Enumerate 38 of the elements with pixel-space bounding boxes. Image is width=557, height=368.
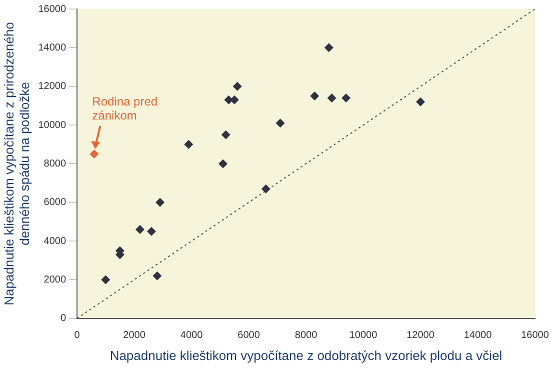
x-tick-label: 16000 <box>521 330 550 342</box>
point <box>310 92 320 101</box>
y-tick-label: 6000 <box>44 197 66 208</box>
x-tick-label: 8000 <box>294 330 318 342</box>
annotation: Rodina pred zánikom <box>92 94 158 122</box>
point <box>276 118 285 128</box>
y-tick-label: 2000 <box>44 274 66 286</box>
point <box>327 93 336 102</box>
point <box>146 226 156 236</box>
point <box>416 97 425 106</box>
x-tick-label: 4000 <box>180 330 204 342</box>
point <box>232 82 242 91</box>
x-tick-label: 12000 <box>406 330 435 342</box>
x-tick-label: 10000 <box>349 330 378 342</box>
y-tick-label: 16000 <box>38 4 66 15</box>
point <box>90 150 99 159</box>
y-tick-label: 0 <box>60 313 66 324</box>
x-tick-label: 2000 <box>123 330 146 342</box>
point <box>156 198 165 207</box>
point <box>324 43 334 52</box>
y-tick-label: 14000 <box>38 42 66 54</box>
x-axis-title: Napadnutie klieštikom vypočítane z odobratých vzoriek plodu a včiel <box>110 348 502 363</box>
y-axis-title: Napadnutie klieštikom vypočítane z prirodzeného denného spádu na podložke <box>1 22 32 306</box>
y-tick-label: 10000 <box>38 120 66 131</box>
point <box>101 275 110 284</box>
x-tick-label: 14000 <box>464 330 492 342</box>
point <box>218 159 228 168</box>
point <box>261 184 270 194</box>
point <box>221 130 230 140</box>
x-tick-label: 6000 <box>238 330 260 342</box>
y-tick-label: 12000 <box>38 81 66 92</box>
y-tick-label: 4000 <box>44 236 66 247</box>
x-tick-label: 0 <box>74 330 80 342</box>
point <box>135 224 144 234</box>
y-tick-label: 8000 <box>44 158 66 170</box>
point <box>342 93 351 102</box>
point <box>152 271 162 280</box>
point <box>184 140 194 149</box>
